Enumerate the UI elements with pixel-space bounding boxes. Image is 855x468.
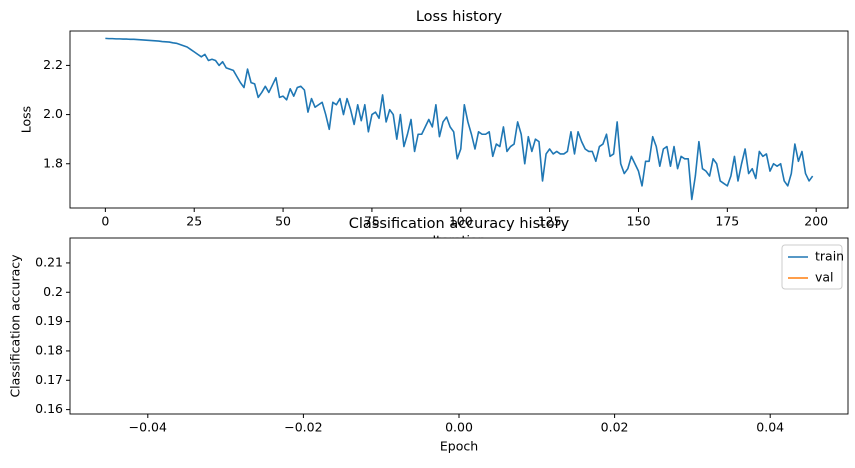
x-tick-label: 0.04: [756, 420, 784, 435]
x-tick-label: 0.02: [601, 420, 629, 435]
axes-background: [70, 238, 848, 414]
axes-background: [70, 31, 848, 208]
x-tick-label: 75: [364, 214, 380, 229]
y-tick-label: 0.19: [35, 313, 63, 328]
x-tick-label: 100: [449, 214, 473, 229]
x-axis-label: Epoch: [440, 439, 478, 454]
y-axis-label: Classification accuracy: [8, 254, 23, 398]
y-tick-label: 0.16: [35, 401, 63, 416]
y-tick-label: 0.18: [35, 342, 63, 357]
data-line: [105, 37, 814, 201]
y-tick-label: 1.8: [43, 155, 63, 170]
x-tick-label: 200: [804, 214, 828, 229]
x-tick-label: 0.00: [445, 420, 473, 435]
x-tick-label: −0.04: [129, 420, 167, 435]
x-tick-label: 175: [715, 214, 739, 229]
axes-frame: [69, 30, 849, 209]
chart-title: Loss history: [416, 9, 503, 25]
x-tick-label: 0: [101, 214, 109, 229]
legend-label: val: [815, 270, 834, 285]
y-tick-label: 0.2: [43, 284, 63, 299]
y-tick-label: 2.0: [43, 106, 63, 121]
x-tick-label: −0.02: [284, 420, 322, 435]
x-tick-label: 125: [538, 214, 562, 229]
y-axis-label: Loss: [19, 106, 34, 133]
y-tick-label: 0.17: [35, 372, 63, 387]
chart-title: Classification accuracy history: [349, 216, 570, 232]
axes-frame: [69, 237, 849, 415]
y-tick-label: 2.2: [43, 57, 63, 72]
x-tick-label: 50: [275, 214, 291, 229]
y-tick-label: 0.21: [35, 254, 63, 269]
x-tick-label: 150: [627, 214, 651, 229]
x-tick-label: 25: [186, 214, 202, 229]
legend-label: train: [815, 249, 844, 264]
